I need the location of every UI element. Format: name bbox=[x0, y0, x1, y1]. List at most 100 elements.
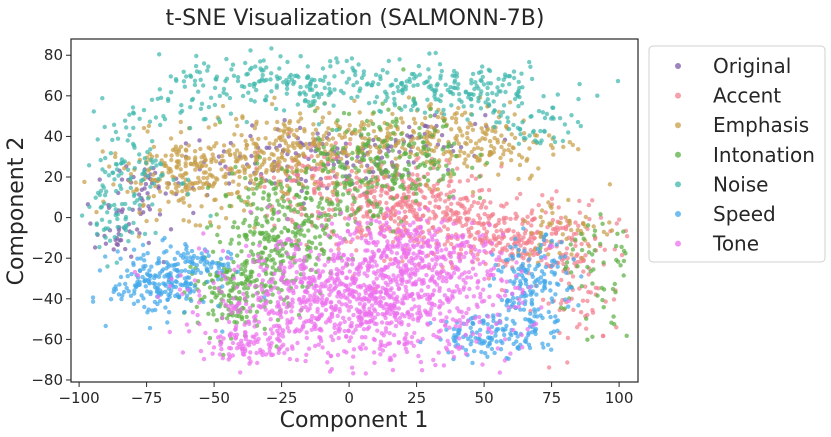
data-point bbox=[500, 83, 505, 88]
data-point bbox=[359, 132, 364, 137]
data-point bbox=[566, 197, 571, 203]
data-point bbox=[248, 133, 253, 139]
data-point bbox=[234, 148, 240, 153]
data-point bbox=[288, 256, 294, 261]
data-point bbox=[356, 168, 361, 173]
data-point bbox=[481, 199, 487, 204]
data-point bbox=[558, 301, 564, 306]
data-point bbox=[377, 231, 382, 236]
data-point bbox=[439, 93, 444, 98]
data-point bbox=[191, 210, 196, 216]
data-point bbox=[444, 209, 449, 214]
data-point bbox=[388, 311, 393, 317]
data-point bbox=[604, 232, 610, 237]
data-point bbox=[420, 140, 426, 145]
data-point bbox=[197, 223, 203, 228]
data-point bbox=[412, 141, 417, 146]
data-point bbox=[342, 349, 347, 354]
data-point bbox=[613, 290, 618, 295]
data-point bbox=[137, 207, 142, 212]
data-point bbox=[309, 197, 314, 203]
data-point bbox=[140, 274, 145, 280]
data-point bbox=[281, 274, 286, 279]
data-point bbox=[454, 133, 460, 139]
data-point bbox=[348, 232, 353, 237]
data-point bbox=[363, 319, 368, 324]
data-point bbox=[212, 285, 217, 291]
data-point bbox=[436, 178, 442, 184]
data-point bbox=[225, 281, 230, 286]
data-point bbox=[346, 308, 351, 313]
data-point bbox=[185, 251, 190, 256]
data-point bbox=[411, 130, 417, 135]
data-point bbox=[351, 371, 356, 376]
data-point bbox=[365, 263, 370, 269]
data-point bbox=[138, 256, 143, 261]
data-point bbox=[344, 80, 349, 85]
data-point bbox=[537, 280, 543, 285]
data-point bbox=[431, 288, 437, 293]
data-point bbox=[438, 318, 444, 324]
data-point bbox=[498, 338, 504, 344]
data-point bbox=[494, 321, 499, 327]
data-point bbox=[451, 171, 457, 177]
data-point bbox=[577, 322, 582, 327]
data-point bbox=[233, 164, 238, 170]
data-point bbox=[329, 367, 334, 372]
data-point bbox=[492, 108, 497, 113]
data-point bbox=[417, 261, 422, 266]
data-point bbox=[267, 141, 272, 146]
data-point bbox=[354, 248, 359, 253]
data-point bbox=[406, 279, 412, 284]
data-point bbox=[145, 278, 150, 283]
data-point bbox=[189, 248, 195, 254]
data-point bbox=[330, 147, 335, 152]
data-point bbox=[295, 340, 300, 346]
data-point bbox=[488, 250, 493, 255]
data-point bbox=[316, 268, 321, 273]
data-point bbox=[148, 147, 153, 152]
data-point bbox=[507, 336, 512, 342]
data-point bbox=[332, 322, 337, 327]
data-point bbox=[275, 168, 281, 174]
data-point bbox=[474, 83, 479, 89]
data-point bbox=[412, 330, 417, 336]
data-point bbox=[228, 111, 234, 116]
data-point bbox=[172, 256, 177, 262]
data-point bbox=[506, 227, 512, 232]
data-point bbox=[169, 157, 174, 163]
data-point bbox=[192, 149, 198, 154]
data-point bbox=[356, 150, 361, 156]
data-point bbox=[236, 300, 241, 306]
data-point bbox=[529, 76, 535, 82]
data-point bbox=[499, 278, 505, 283]
data-point bbox=[273, 186, 278, 191]
data-point bbox=[365, 214, 370, 219]
data-point bbox=[385, 126, 390, 131]
data-point bbox=[364, 118, 370, 124]
data-point bbox=[497, 217, 502, 223]
data-point bbox=[419, 121, 425, 127]
data-point bbox=[475, 252, 480, 257]
data-point bbox=[384, 222, 389, 228]
data-point bbox=[341, 292, 346, 298]
data-point bbox=[349, 56, 355, 61]
data-point bbox=[343, 141, 349, 146]
data-point bbox=[406, 173, 411, 178]
data-point bbox=[519, 332, 524, 338]
data-point bbox=[124, 224, 129, 229]
data-point bbox=[516, 297, 522, 302]
data-point bbox=[581, 269, 586, 274]
data-point bbox=[240, 93, 246, 99]
data-point bbox=[439, 220, 444, 225]
data-point bbox=[298, 54, 303, 59]
data-point bbox=[128, 185, 133, 191]
data-point bbox=[243, 175, 248, 181]
data-point bbox=[344, 161, 349, 166]
data-point bbox=[376, 284, 381, 289]
data-point bbox=[115, 242, 121, 247]
data-point bbox=[329, 304, 334, 310]
data-point bbox=[450, 317, 456, 322]
data-point bbox=[97, 268, 103, 273]
data-point bbox=[458, 149, 463, 154]
